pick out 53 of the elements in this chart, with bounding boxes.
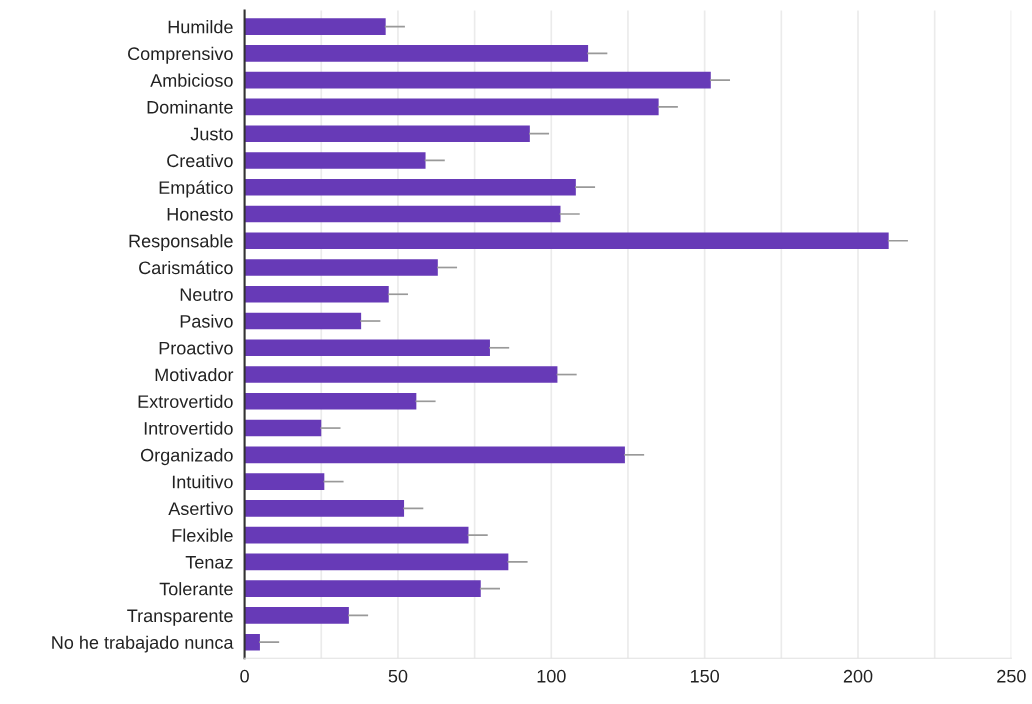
bar [244, 98, 659, 116]
y-tick-label: Carismático [139, 260, 233, 275]
y-tick-label: Justo [190, 127, 233, 141]
bar [244, 125, 530, 142]
bar [244, 366, 558, 383]
y-tick-label: Humilde [168, 20, 233, 34]
y-tick-label: Dominante [147, 100, 233, 114]
y-tick-label: Intuitivo [172, 475, 233, 489]
bar [244, 500, 405, 517]
y-tick-label: Empático [159, 180, 233, 198]
y-tick-label: Tolerante [159, 582, 233, 596]
bar [244, 312, 362, 330]
x-tick-label: 100 [537, 669, 566, 683]
y-tick-label: Ambicioso [150, 73, 233, 87]
y-tick-label: Pasivo [180, 314, 233, 328]
y-tick-label: Tenaz [185, 556, 233, 569]
y-tick-label: Honesto [167, 208, 233, 221]
y-tick-label: Motivador [155, 368, 234, 382]
bar [244, 553, 509, 571]
bar [244, 71, 711, 89]
y-tick-label: Asertivo [168, 501, 233, 516]
x-tick-label: 200 [843, 669, 873, 683]
y-tick-label: Comprensivo [128, 46, 233, 64]
bar [244, 259, 438, 276]
y-tick-label: Transparente [127, 609, 233, 626]
bar [244, 285, 389, 303]
bar [244, 178, 576, 196]
bar [244, 526, 469, 544]
bar [244, 473, 325, 490]
y-tick-label: Organizado [140, 448, 233, 466]
bar [244, 339, 490, 357]
x-tick-label: 0 [240, 669, 249, 683]
y-tick-label: Extrovertido [138, 394, 233, 409]
y-tick-label: Introvertido [144, 421, 233, 435]
x-tick-label: 150 [690, 669, 720, 683]
bar [244, 232, 889, 250]
bar [244, 152, 426, 169]
y-tick-label: No he trabajado nunca [52, 635, 234, 653]
x-tick-label: 50 [388, 669, 408, 683]
bar [244, 18, 386, 35]
bar [244, 580, 481, 597]
bar [244, 393, 417, 410]
bar [244, 205, 561, 223]
bar [244, 446, 625, 464]
y-tick-label: Neutro [180, 288, 233, 301]
bar [244, 419, 322, 437]
y-tick-label: Flexible [172, 528, 233, 542]
bar [244, 45, 589, 62]
x-tick-label: 250 [997, 669, 1026, 683]
y-tick-label: Creativo [167, 153, 233, 168]
bar [244, 607, 349, 624]
y-tick-label: Responsable [129, 234, 233, 252]
y-tick-label: Proactivo [159, 341, 233, 355]
